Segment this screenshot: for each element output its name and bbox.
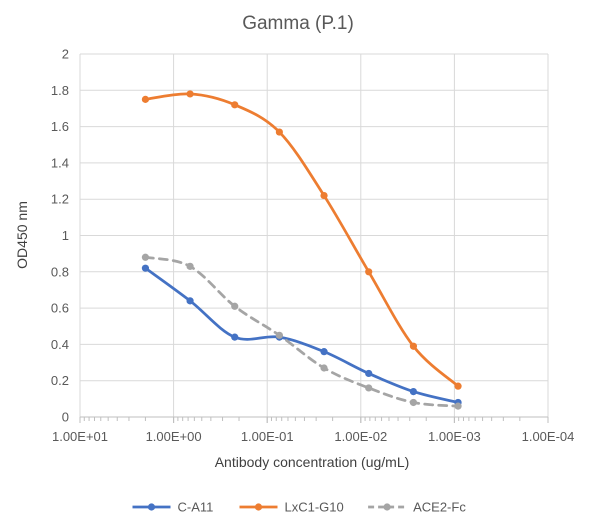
- data-point: [186, 262, 194, 270]
- y-tick-label: 0.6: [51, 301, 69, 316]
- data-point: [231, 101, 239, 109]
- data-point: [186, 297, 194, 305]
- data-point: [141, 264, 150, 272]
- y-tick-label: 1.2: [51, 192, 69, 207]
- x-tick-label: 1.00E-03: [428, 429, 481, 444]
- data-point: [409, 387, 418, 396]
- y-tick-label: 0.4: [51, 337, 69, 352]
- series-line: [144, 92, 460, 388]
- data-point: [365, 384, 373, 392]
- grid: [79, 53, 549, 417]
- chart-title: Gamma (P.1): [242, 13, 354, 34]
- series-points: [141, 90, 462, 410]
- data-point: [365, 369, 373, 378]
- series-lines: [144, 92, 460, 408]
- x-tick-label: 1.00E+01: [52, 429, 108, 444]
- data-point: [409, 398, 418, 407]
- data-point: [275, 128, 283, 136]
- y-tick-label: 1: [62, 228, 69, 243]
- data-point: [141, 95, 150, 103]
- data-point: [186, 90, 194, 98]
- legend-label: ACE2-Fc: [413, 500, 466, 515]
- y-tick-label: 0.2: [51, 373, 69, 388]
- legend-label: C-A11: [178, 500, 214, 515]
- data-point: [275, 331, 283, 339]
- legend: C-A11 LxC1-G10 ACE2-Fc: [132, 500, 466, 515]
- data-point: [454, 382, 462, 390]
- data-point: [365, 268, 373, 276]
- data-point: [320, 348, 328, 356]
- x-tick-label: 1.00E-04: [522, 429, 575, 444]
- y-tick-label: 0: [62, 410, 69, 425]
- data-point: [231, 333, 239, 341]
- x-axis-label: Antibody concentration (ug/mL): [215, 454, 410, 470]
- x-tick-label: 1.00E-01: [241, 429, 294, 444]
- data-point: [409, 342, 418, 350]
- data-point: [320, 364, 328, 372]
- legend-marker: [383, 503, 391, 511]
- legend-label: LxC1-G10: [285, 500, 344, 515]
- data-point: [231, 302, 239, 310]
- x-tick-label: 1.00E-02: [334, 429, 387, 444]
- x-tick-label: 1.00E+00: [146, 429, 202, 444]
- y-tick-label: 0.8: [51, 264, 69, 279]
- y-tick-label: 1.4: [51, 155, 69, 170]
- series-line: [144, 255, 460, 408]
- data-point: [141, 253, 150, 261]
- y-tick-label: 1.8: [51, 83, 69, 98]
- y-tick-label: 1.6: [51, 119, 69, 134]
- data-point: [454, 402, 462, 410]
- data-point: [320, 191, 328, 200]
- y-axis-label: OD450 nm: [14, 201, 30, 269]
- tick-labels: 0 0.2 0.4 0.6 0.8 1 1.2 1.4 1.6 1.8 2 1.00E+01 1.00E…: [51, 47, 574, 445]
- axes: [79, 416, 549, 423]
- legend-marker: [254, 503, 263, 511]
- y-tick-label: 2: [62, 47, 69, 62]
- legend-marker: [147, 503, 156, 511]
- series-line: [144, 266, 460, 404]
